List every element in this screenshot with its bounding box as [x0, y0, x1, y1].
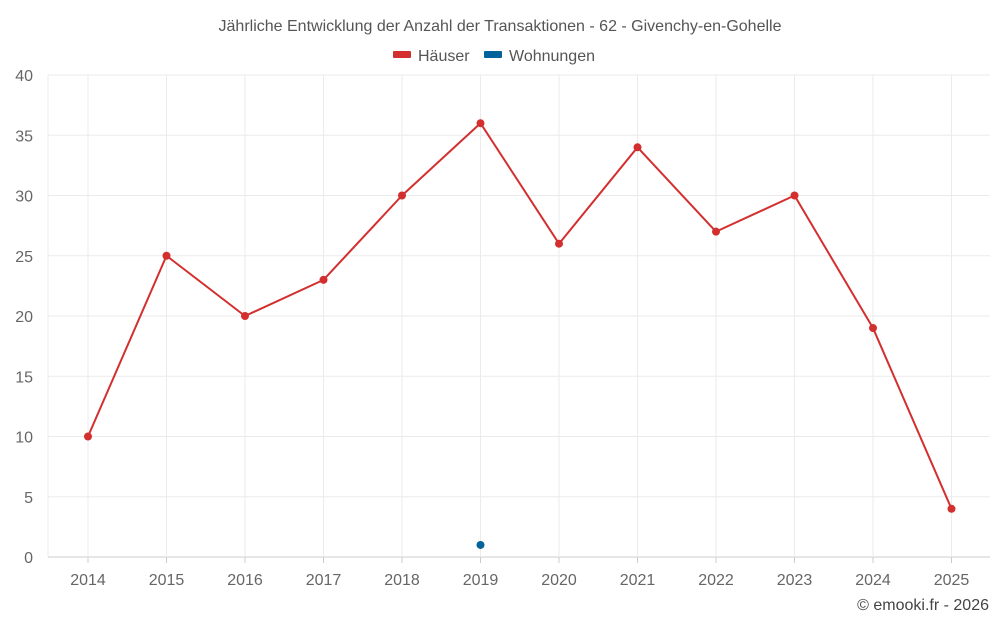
chart-title: Jährliche Entwicklung der Anzahl der Tra…: [219, 18, 782, 35]
x-tick-label: 2015: [149, 572, 185, 589]
x-axis-ticks: 2014 2015 2016 2017 2018 2019 2020 2021 2022 2023…: [70, 572, 969, 589]
y-tick-label: 5: [24, 490, 33, 507]
x-tick-label: 2023: [777, 572, 813, 589]
credit: © emooki.fr - 2026: [857, 597, 989, 614]
data-point-haeuser[interactable]: [555, 239, 563, 248]
y-tick-label: 40: [15, 68, 33, 85]
x-tick-label: 2022: [698, 572, 734, 589]
y-tick-label: 35: [15, 128, 33, 145]
x-tick-label: 2014: [70, 572, 106, 589]
data-point-haeuser[interactable]: [162, 251, 171, 260]
data-point-haeuser[interactable]: [869, 324, 877, 333]
data-point-haeuser[interactable]: [633, 143, 642, 152]
data-point-haeuser[interactable]: [241, 312, 249, 320]
x-tick-label: 2020: [541, 572, 577, 589]
y-tick-label: 0: [24, 550, 33, 567]
data-point-haeuser[interactable]: [84, 432, 92, 441]
legend-swatch-wohnungen: [484, 51, 502, 58]
data-point-haeuser[interactable]: [319, 275, 328, 284]
legend-label-haeuser[interactable]: Häuser: [418, 48, 470, 65]
x-tick-label: 2024: [855, 572, 891, 589]
x-tick-label: 2017: [306, 572, 342, 589]
data-point-haeuser[interactable]: [476, 119, 485, 128]
y-tick-label: 10: [15, 430, 33, 447]
legend: Häuser Wohnungen: [393, 48, 595, 65]
y-axis-ticks: 0 5 10 15 20 25 30 35 40: [15, 68, 33, 567]
series-line-haeuser: [87, 122, 953, 510]
legend-swatch-haeuser: [393, 51, 411, 58]
data-point-haeuser[interactable]: [398, 191, 406, 200]
y-tick-label: 20: [15, 309, 33, 326]
data-point-haeuser[interactable]: [790, 191, 799, 200]
y-tick-label: 30: [15, 189, 33, 206]
data-point-haeuser[interactable]: [712, 227, 720, 236]
grid: [47, 74, 990, 563]
legend-label-wohnungen[interactable]: Wohnungen: [509, 48, 595, 65]
x-tick-label: 2021: [620, 572, 656, 589]
data-point-haeuser[interactable]: [947, 504, 956, 513]
x-tick-label: 2025: [934, 572, 970, 589]
data-point-wohnungen[interactable]: [476, 540, 485, 549]
series-points: [84, 119, 956, 549]
x-tick-label: 2018: [384, 572, 420, 589]
y-tick-label: 25: [15, 249, 33, 266]
series-lines: [87, 122, 953, 510]
x-tick-label: 2016: [227, 572, 263, 589]
x-tick-label: 2019: [463, 572, 499, 589]
y-tick-label: 15: [15, 369, 33, 386]
